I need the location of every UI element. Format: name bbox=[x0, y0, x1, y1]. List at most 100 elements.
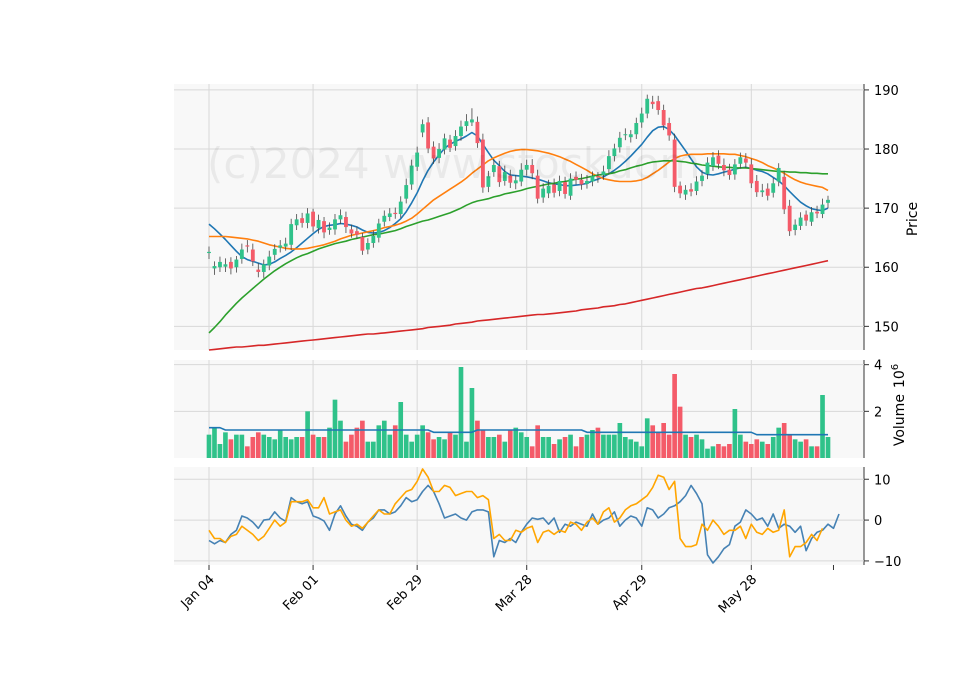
volume-bar bbox=[480, 430, 486, 458]
candle-body bbox=[787, 205, 792, 232]
volume-bar bbox=[814, 446, 820, 458]
volume-bar bbox=[436, 437, 442, 458]
x-tick-label: Apr 29 bbox=[609, 572, 650, 613]
volume-bar bbox=[272, 439, 278, 458]
candle-body bbox=[617, 137, 622, 148]
candle-body bbox=[743, 158, 748, 163]
candle-body bbox=[623, 134, 628, 136]
candle-body bbox=[689, 189, 693, 192]
volume-bar bbox=[245, 446, 250, 458]
volume-bar bbox=[343, 441, 349, 458]
candle-body bbox=[661, 110, 666, 126]
volume-bar bbox=[820, 395, 825, 458]
candle-body bbox=[207, 251, 211, 254]
candle-body bbox=[541, 188, 546, 198]
volume-bar bbox=[496, 434, 502, 458]
candle-body bbox=[272, 248, 277, 255]
candle-body bbox=[223, 264, 228, 267]
volume-bar bbox=[743, 441, 749, 458]
volume-bar bbox=[403, 434, 409, 458]
candle-body bbox=[645, 98, 650, 114]
volume-label-exp-sup: 6 bbox=[890, 364, 901, 370]
price-panel: 150 160 170 180 190 bbox=[174, 84, 899, 351]
candle-body bbox=[245, 245, 250, 247]
volume-bar bbox=[327, 427, 332, 458]
volume-bar bbox=[217, 444, 223, 458]
candle-body bbox=[234, 259, 239, 268]
volume-bar bbox=[672, 374, 677, 458]
candle-body bbox=[716, 155, 721, 164]
moving-average-line-1 bbox=[208, 125, 829, 266]
oscillator-ytick-label: −10 bbox=[874, 555, 901, 570]
volume-bar bbox=[371, 441, 376, 458]
candle-body bbox=[820, 204, 825, 215]
volume-bar bbox=[639, 446, 645, 458]
oscillator-line-2 bbox=[208, 468, 824, 558]
candle-body bbox=[760, 190, 765, 193]
volume-bar bbox=[568, 434, 573, 458]
volume-bar bbox=[535, 425, 541, 458]
candle-body bbox=[486, 176, 491, 187]
candle-body bbox=[711, 157, 715, 167]
volume-bar bbox=[606, 434, 612, 458]
volume-bar bbox=[705, 448, 710, 458]
volume-bar bbox=[612, 434, 617, 458]
candle-body bbox=[508, 175, 513, 183]
volume-bar bbox=[518, 432, 524, 458]
candle-body bbox=[804, 214, 809, 221]
volume-bar bbox=[431, 439, 436, 458]
volume-bar bbox=[803, 439, 809, 458]
candle-body bbox=[426, 122, 431, 149]
volume-bar bbox=[239, 434, 245, 458]
oscillator-background bbox=[174, 467, 864, 565]
volume-average-line bbox=[209, 426, 828, 436]
candle-body bbox=[634, 123, 639, 135]
volume-bar bbox=[316, 437, 321, 458]
candle-body bbox=[393, 212, 398, 215]
volume-bar bbox=[524, 437, 530, 458]
candle-body bbox=[311, 211, 315, 227]
volume-bar bbox=[338, 420, 343, 458]
volume-bar bbox=[650, 425, 656, 458]
candle-body bbox=[771, 183, 776, 193]
candle-body bbox=[338, 215, 343, 220]
candle-body bbox=[420, 124, 425, 133]
candle-body bbox=[431, 146, 436, 159]
candle-body bbox=[300, 218, 305, 223]
price-ytick-label: 150 bbox=[874, 320, 899, 335]
candle-body bbox=[349, 229, 354, 234]
volume-bar bbox=[666, 434, 672, 458]
candle-body bbox=[212, 266, 217, 269]
volume-bar bbox=[491, 437, 497, 458]
volume-bar bbox=[381, 420, 387, 458]
candle-body bbox=[344, 217, 348, 228]
candle-body bbox=[596, 176, 600, 178]
volume-bar bbox=[507, 430, 513, 458]
volume-bar bbox=[321, 437, 327, 458]
candle-body bbox=[694, 181, 699, 191]
candle-body bbox=[278, 245, 283, 248]
volume-bar bbox=[557, 439, 562, 458]
price-axis-label: Price bbox=[905, 202, 921, 236]
candle-body bbox=[585, 180, 589, 184]
volume-bar bbox=[234, 434, 239, 458]
candle-body bbox=[590, 176, 595, 182]
volume-bar bbox=[376, 425, 382, 458]
candle-body bbox=[491, 164, 496, 173]
volume-bar bbox=[590, 430, 595, 458]
candle-body bbox=[371, 235, 376, 244]
candle-body bbox=[563, 182, 567, 194]
volume-bar bbox=[414, 434, 420, 458]
candle-body bbox=[333, 219, 337, 230]
volume-bar bbox=[765, 444, 771, 458]
candle-body bbox=[398, 201, 403, 215]
svg-text:Volume106: Volume 106 bbox=[890, 364, 908, 446]
volume-bar bbox=[310, 434, 316, 458]
candle-body bbox=[672, 139, 677, 187]
candle-body bbox=[513, 180, 518, 184]
volume-bar bbox=[716, 444, 721, 458]
volume-bar bbox=[294, 437, 299, 458]
candle-body bbox=[404, 185, 409, 199]
